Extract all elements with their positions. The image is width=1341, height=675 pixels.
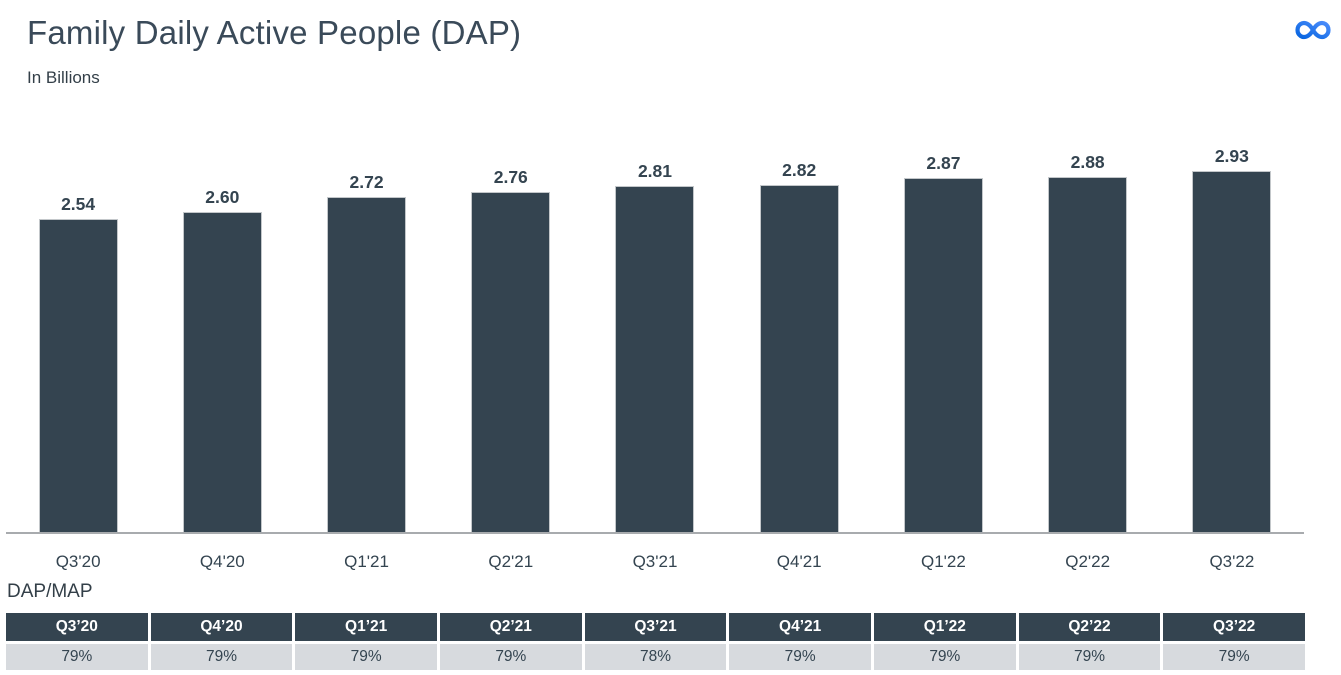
bar: [759, 185, 839, 532]
dap-map-label: DAP/MAP: [7, 581, 93, 602]
bar-group: 2.88: [1016, 122, 1160, 532]
table-value-cell: 79%: [874, 644, 1016, 670]
bar: [182, 212, 262, 532]
table-value-cell: 79%: [1018, 644, 1161, 670]
bar: [1048, 177, 1128, 532]
table-header-cell: Q3’22: [1163, 613, 1305, 641]
x-axis-tick-label: Q1'21: [344, 552, 389, 571]
bar-value-label: 2.81: [637, 160, 673, 181]
table-header-cell: Q1’21: [295, 613, 437, 641]
bar: [471, 192, 551, 532]
x-axis-tick-label: Q1'22: [921, 552, 966, 571]
table-value-cell: 79%: [729, 644, 871, 670]
meta-logo-icon: [1295, 20, 1331, 40]
bar: [903, 178, 983, 532]
bar-group: 2.60: [150, 122, 294, 532]
bar: [327, 197, 407, 532]
bar-group: 2.93: [1160, 122, 1304, 532]
bar-value-label: 2.93: [1214, 145, 1249, 166]
table-value-cell: 79%: [6, 644, 148, 670]
table-header-cell: Q4’21: [729, 613, 871, 641]
bar-group: 2.54: [6, 122, 150, 532]
table-header-cell: Q2’22: [1018, 613, 1161, 641]
bar-group: 2.82: [727, 122, 871, 532]
table-header-cell: Q3’21: [584, 613, 727, 641]
chart-x-axis: Q3'20 Q4'20 Q1'21 Q2'21 Q3'21 Q4'21 Q1'22 Q2'22…: [6, 536, 1304, 572]
bar-value-label: 2.88: [1070, 151, 1105, 172]
bar-group: 2.87: [871, 122, 1015, 532]
x-axis-tick-label: Q3'22: [1209, 552, 1255, 571]
table-value-cell: 79%: [295, 644, 437, 670]
page-title: Family Daily Active People (DAP): [27, 14, 522, 51]
bar-value-label: 2.87: [926, 152, 961, 173]
x-axis-tick-label: Q2'21: [488, 552, 534, 571]
bar: [1192, 171, 1272, 532]
bar: [38, 219, 118, 532]
table-value-cell: 79%: [440, 644, 582, 670]
x-axis-tick-label: Q2'22: [1065, 552, 1111, 571]
bar-group: 2.76: [439, 122, 583, 532]
table-header-cell: Q4’20: [150, 613, 293, 641]
table-value-cell: 79%: [150, 644, 293, 670]
dap-bar-chart: 2.54 2.60 2.72 2.76 2.81 2.82 2.87 2.88 2.93: [6, 122, 1304, 534]
table-header-cell: Q3’20: [6, 613, 148, 641]
x-axis-tick-label: Q4'21: [776, 552, 822, 571]
x-axis-tick-label: Q4'20: [199, 552, 245, 571]
bar-value-label: 2.54: [61, 193, 96, 214]
dap-map-table: Q3’20 Q4’20 Q1’21 Q2’21 Q3’21 Q4’21 Q1’22 Q2’22…: [6, 613, 1305, 670]
bar-value-label: 2.60: [205, 186, 240, 207]
bar-group: 2.72: [294, 122, 438, 532]
table-header-cell: Q2’21: [440, 613, 582, 641]
bar-value-label: 2.76: [493, 166, 528, 187]
table-value-cell: 78%: [584, 644, 727, 670]
x-axis-tick-label: Q3'20: [55, 552, 101, 571]
table-value-cell: 79%: [1163, 644, 1305, 670]
table-header-cell: Q1’22: [874, 613, 1016, 641]
chart-units-subtitle: In Billions: [27, 68, 100, 87]
x-axis-tick-label: Q3'21: [632, 552, 678, 571]
bar-value-label: 2.72: [349, 171, 384, 192]
bar-group: 2.81: [583, 122, 727, 532]
bar-value-label: 2.82: [782, 159, 817, 180]
bar: [615, 186, 695, 532]
